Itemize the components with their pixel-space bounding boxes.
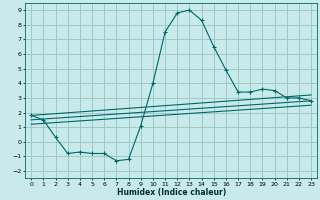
X-axis label: Humidex (Indice chaleur): Humidex (Indice chaleur) — [116, 188, 226, 197]
